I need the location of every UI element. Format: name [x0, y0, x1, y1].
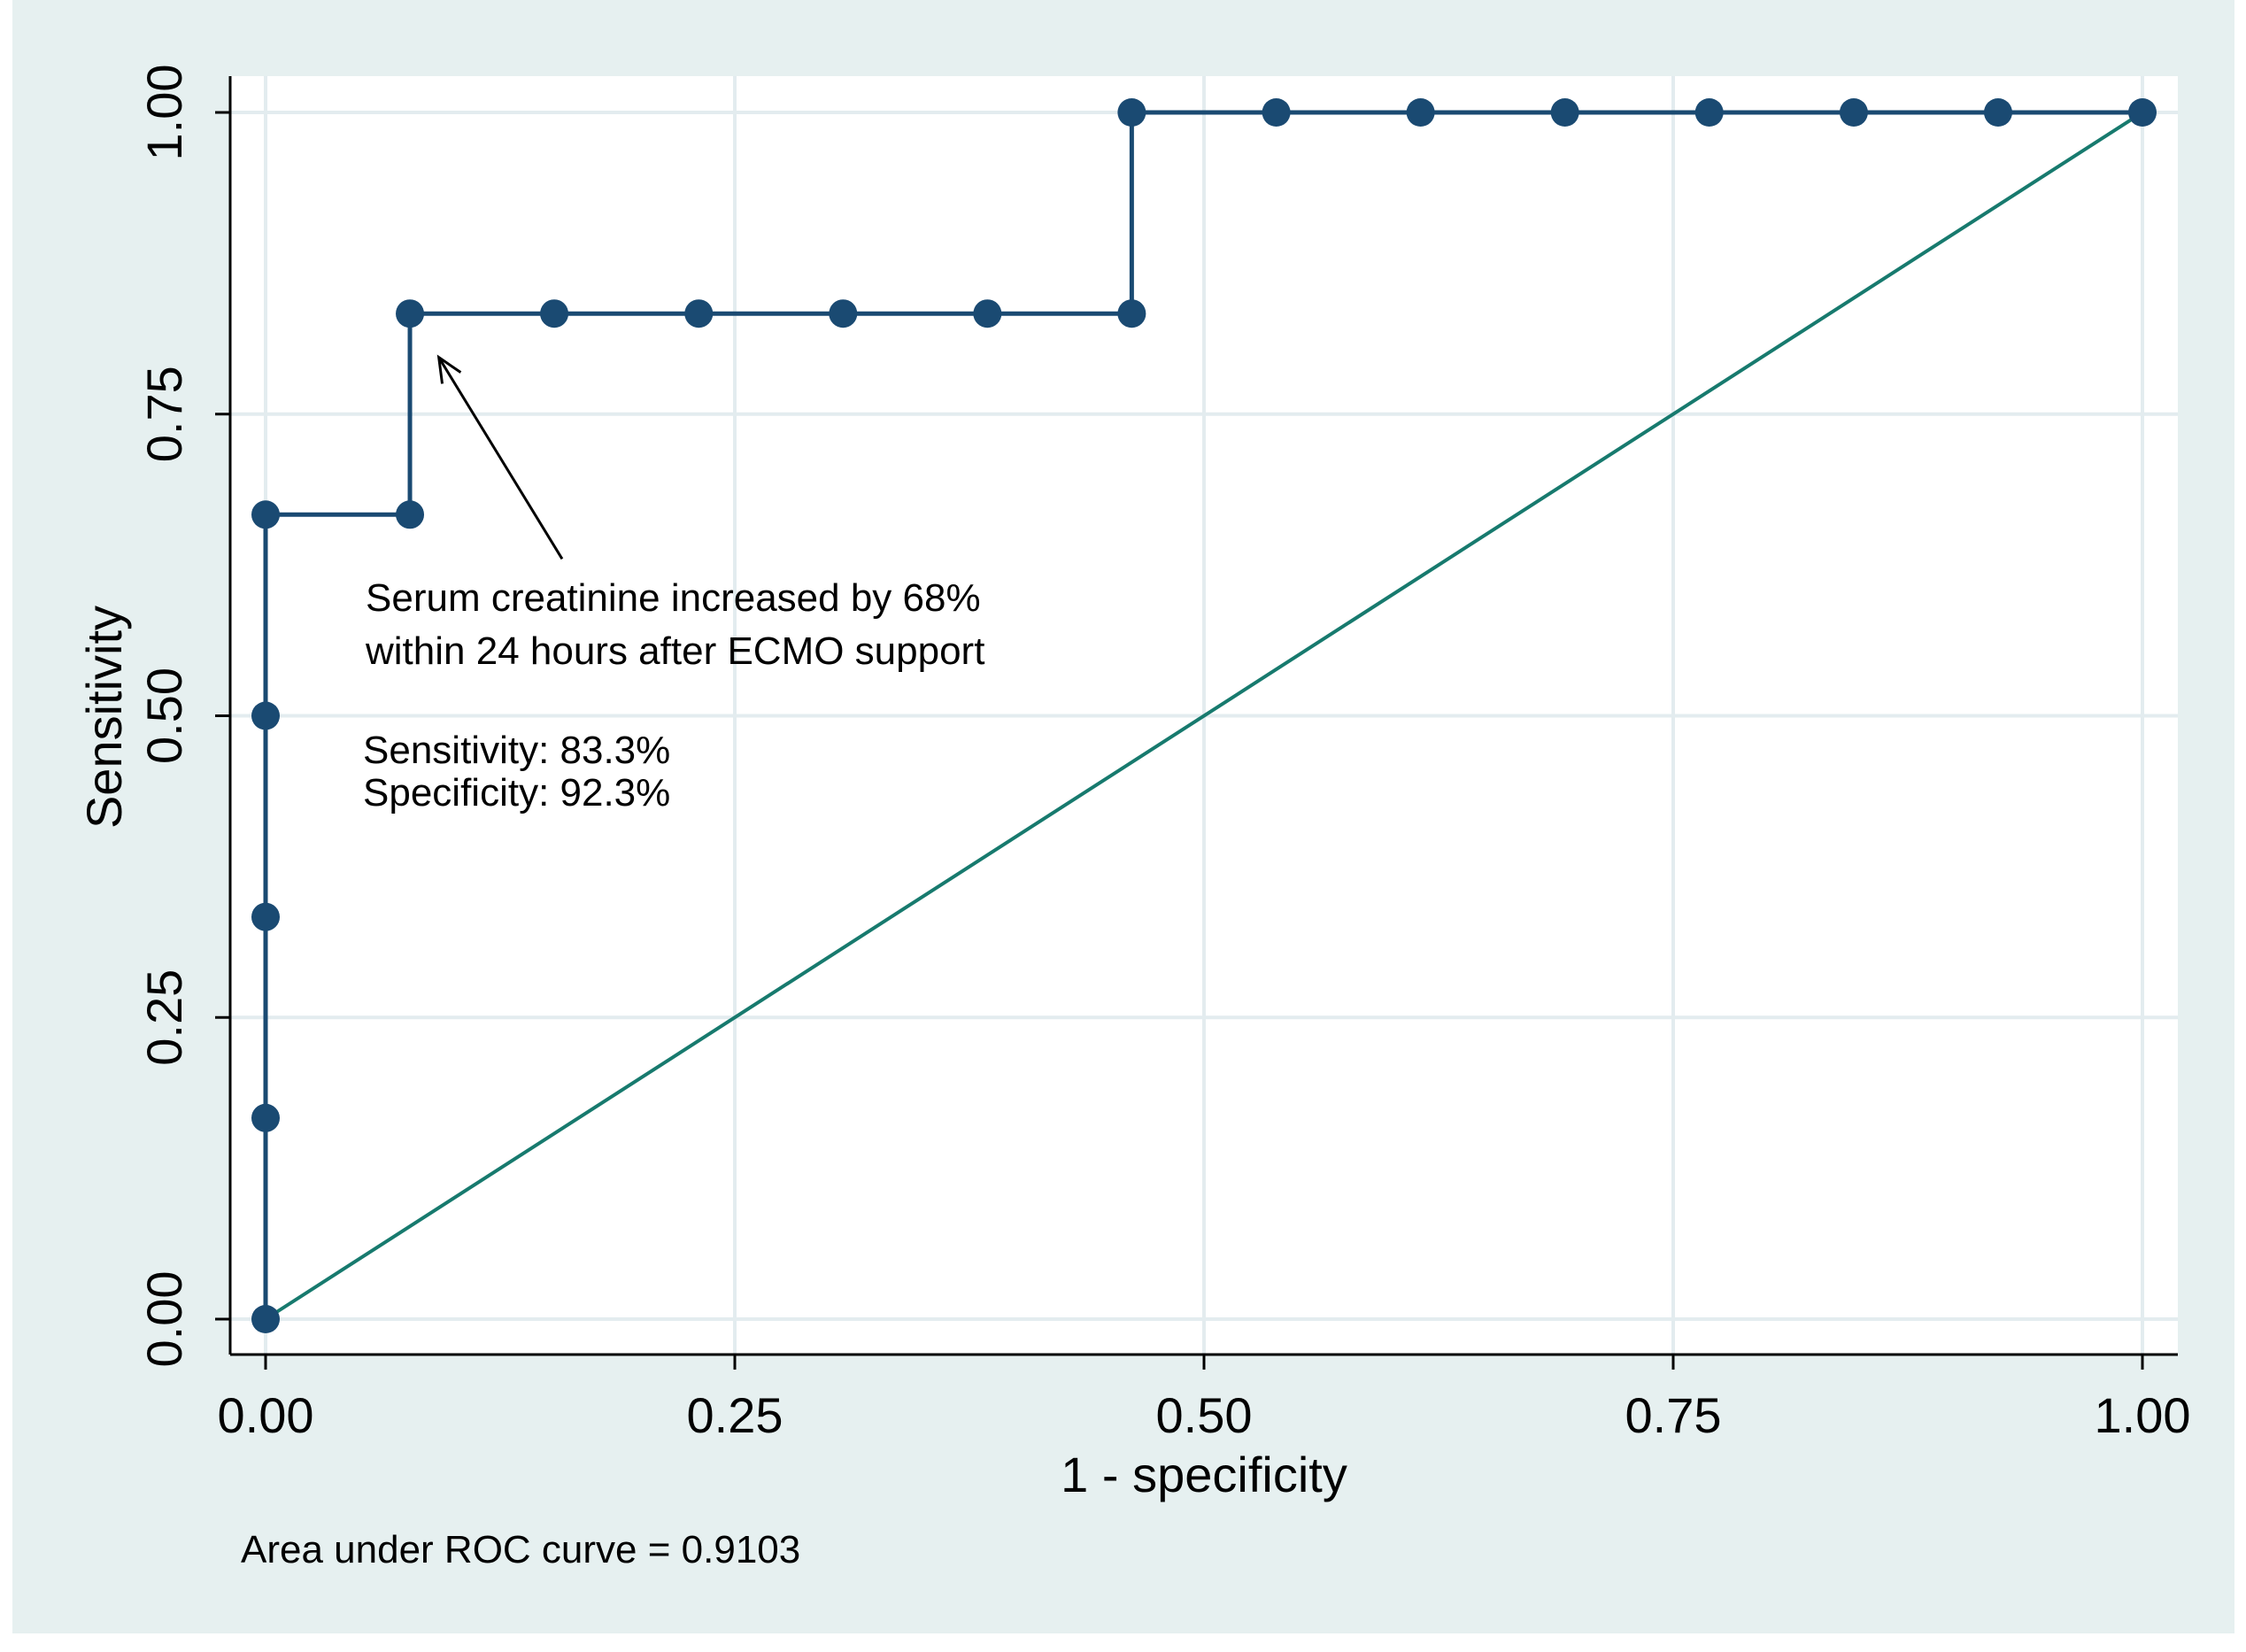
sensitivity-stat: Sensitivity: 83.3%	[363, 729, 670, 772]
x-tick-label: 1.00	[2095, 1387, 2191, 1443]
y-tick-label: 0.25	[136, 969, 192, 1066]
roc-point	[1694, 98, 1724, 127]
annotation-arrow-shaft	[437, 356, 564, 560]
x-tick-label: 0.00	[218, 1387, 314, 1443]
roc-point	[1550, 98, 1579, 127]
annotation-label-line-1: Serum creatinine increased by 68%	[366, 576, 981, 620]
roc-curve-layer	[251, 98, 2157, 1333]
x-tick-label: 0.25	[687, 1387, 783, 1443]
roc-point	[1117, 98, 1146, 127]
x-axis-label: 1 - specificity	[1061, 1447, 1347, 1502]
roc-point	[251, 500, 280, 529]
tick-labels: 0.00 0.25 0.50 0.75 1.00 0.00 0.25 0.50 0.75 1.00	[136, 65, 2191, 1444]
roc-point	[251, 701, 280, 730]
roc-point	[396, 299, 425, 328]
reference-line-layer	[264, 111, 2144, 1321]
annotation-layer	[436, 354, 564, 560]
roc-point	[1983, 98, 2012, 127]
roc-point	[540, 299, 569, 328]
roc-point	[251, 902, 280, 931]
roc-point	[1839, 98, 1868, 127]
roc-point	[2128, 98, 2157, 127]
roc-point	[684, 299, 714, 328]
specificity-stat: Specificity: 92.3%	[363, 771, 670, 814]
roc-point	[973, 299, 1002, 328]
reference-line	[264, 111, 2144, 1321]
y-axis-label: Sensitivity	[76, 606, 132, 829]
roc-point	[1262, 98, 1291, 127]
roc-point	[1406, 98, 1435, 127]
x-tick-label: 0.75	[1625, 1387, 1722, 1443]
roc-curve-line	[263, 110, 2142, 1319]
roc-point	[829, 299, 858, 328]
annotation-arrow-head	[436, 354, 462, 384]
roc-point	[1117, 299, 1146, 328]
y-tick-label: 0.75	[136, 366, 192, 462]
x-tick-label: 0.50	[1156, 1387, 1253, 1443]
y-tick-label: 1.00	[136, 65, 192, 161]
roc-point	[251, 1103, 280, 1132]
auc-note: Area under ROC curve = 0.9103	[241, 1528, 800, 1571]
annotation-label-line-2: within 24 hours after ECMO support	[365, 629, 984, 673]
roc-point	[251, 1305, 280, 1333]
roc-point	[396, 500, 425, 529]
y-tick-label: 0.00	[136, 1271, 192, 1368]
y-tick-label: 0.50	[136, 668, 192, 764]
